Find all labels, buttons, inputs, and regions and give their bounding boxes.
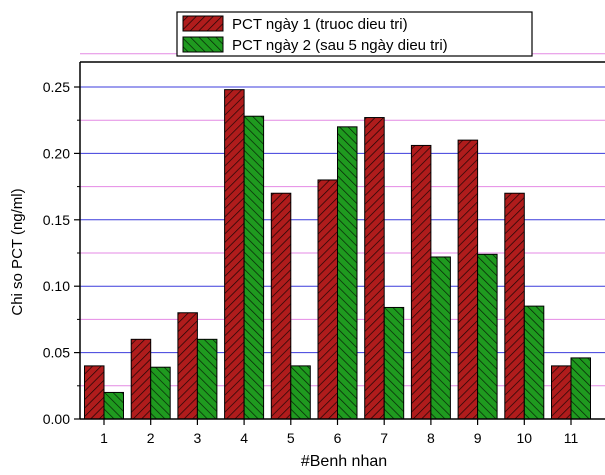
bar-day2-patient-2	[150, 366, 171, 420]
axes: 0.00 0.05 0.10 0.15 0.20 0.25 1 2 3 4 5 6 7 8 9 10 11	[43, 61, 605, 446]
bar-day1-patient-6	[317, 179, 338, 420]
y-tick-label: 0.00	[43, 411, 70, 427]
bar-day1-patient-2	[130, 338, 152, 420]
y-tick-label: 0.05	[43, 345, 70, 361]
legend-label-day2: PCT ngày 2 (sau 5 ngày dieu tri)	[232, 37, 448, 54]
bar-day1-patient-9	[457, 139, 479, 420]
y-tick-label: 0.10	[43, 278, 70, 294]
bar-day1-patient-7	[364, 117, 385, 420]
bar-day1-patient-4	[224, 89, 245, 420]
bar-day2-patient-7	[383, 306, 405, 420]
legend: PCT ngày 1 (truoc dieu tri) PCT ngày 2 (…	[176, 11, 533, 57]
bar-day2-patient-3	[196, 338, 218, 420]
bar-day2-patient-1	[103, 391, 124, 420]
x-tick-label: 8	[427, 430, 435, 446]
bar-day1-patient-1	[84, 365, 105, 420]
x-tick-label: 5	[287, 430, 295, 446]
x-tick-label: 6	[334, 430, 342, 446]
bar-day2-patient-8	[430, 256, 451, 420]
bar-day2-patient-4	[243, 115, 265, 420]
x-tick-label: 9	[474, 430, 482, 446]
x-tick-label: 2	[147, 430, 155, 446]
legend-swatch-day2	[182, 36, 224, 53]
x-tick-label: 4	[240, 430, 248, 446]
bar-day1-patient-10	[504, 192, 525, 420]
x-tick-label: 7	[380, 430, 388, 446]
bar-day2-patient-6	[337, 126, 358, 420]
bars	[84, 89, 591, 420]
x-tick-label: 10	[517, 430, 533, 446]
y-tick-label: 0.25	[43, 79, 70, 95]
x-tick-label: 11	[564, 430, 579, 446]
bar-day1-patient-3	[177, 312, 198, 420]
bar-day2-patient-11	[570, 357, 591, 420]
bar-day2-patient-5	[290, 365, 311, 420]
legend-swatch-day1	[182, 15, 224, 32]
bar-day1-patient-5	[270, 192, 292, 420]
x-axis-label: #Benh nhan	[301, 453, 387, 470]
x-tick-label: 1	[100, 430, 108, 446]
bar-day1-patient-8	[410, 144, 432, 420]
y-axis-label: Chi so PCT (ng/ml)	[9, 188, 26, 315]
legend-box	[176, 11, 533, 57]
x-tick-label: 3	[194, 430, 202, 446]
bar-day2-patient-10	[523, 305, 545, 420]
bar-day1-patient-11	[551, 365, 572, 420]
bar-day2-patient-9	[477, 253, 498, 420]
y-tick-label: 0.15	[43, 212, 70, 228]
y-tick-label: 0.20	[43, 145, 70, 161]
legend-label-day1: PCT ngày 1 (truoc dieu tri)	[232, 16, 408, 33]
